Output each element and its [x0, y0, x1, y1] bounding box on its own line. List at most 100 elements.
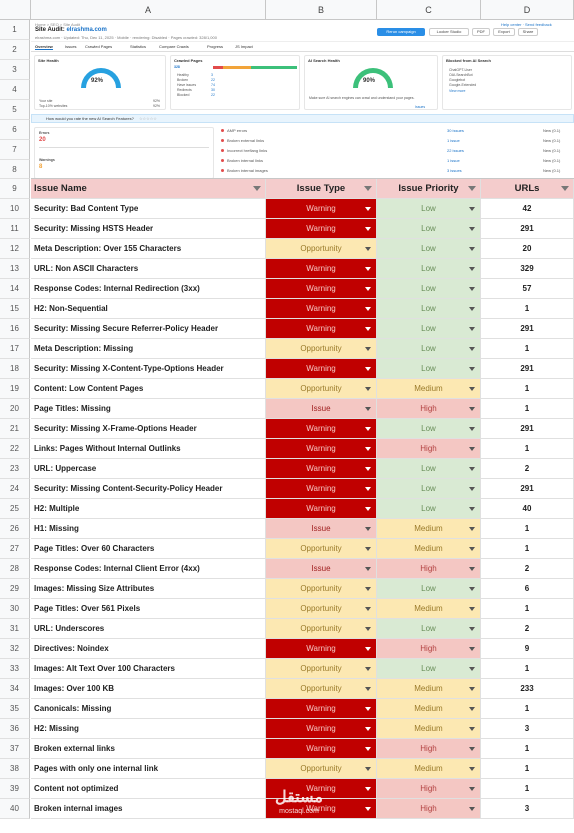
dropdown-arrow-icon[interactable] [469, 507, 475, 511]
urls-count-cell[interactable]: 1 [481, 759, 574, 779]
issue-name-cell[interactable]: Security: Missing Content-Security-Polic… [31, 479, 266, 499]
dropdown-arrow-icon[interactable] [469, 587, 475, 591]
dropdown-arrow-icon[interactable] [469, 427, 475, 431]
issue-type-dropdown[interactable]: Warning [266, 319, 377, 339]
dropdown-arrow-icon[interactable] [469, 227, 475, 231]
issue-priority-dropdown[interactable]: Medium [377, 539, 481, 559]
dropdown-arrow-icon[interactable] [469, 687, 475, 691]
dropdown-arrow-icon[interactable] [469, 327, 475, 331]
row-number[interactable]: 11 [0, 219, 30, 239]
column-header-c[interactable]: C [377, 0, 481, 20]
issue-type-dropdown[interactable]: Warning [266, 299, 377, 319]
issue-name-cell[interactable]: Canonicals: Missing [31, 699, 266, 719]
urls-count-cell[interactable]: 291 [481, 479, 574, 499]
urls-count-cell[interactable]: 3 [481, 799, 574, 819]
issue-type-dropdown[interactable]: Warning [266, 479, 377, 499]
issue-priority-dropdown[interactable]: High [377, 739, 481, 759]
row-number[interactable]: 2 [0, 40, 30, 60]
dropdown-arrow-icon[interactable] [365, 207, 371, 211]
row-number[interactable]: 1 [0, 20, 30, 40]
row-number[interactable]: 26 [0, 519, 30, 539]
dropdown-arrow-icon[interactable] [469, 307, 475, 311]
dropdown-arrow-icon[interactable] [469, 667, 475, 671]
issue-type-dropdown[interactable]: Warning [266, 779, 377, 799]
issue-priority-dropdown[interactable]: Medium [377, 679, 481, 699]
issue-priority-dropdown[interactable]: Low [377, 659, 481, 679]
dropdown-arrow-icon[interactable] [365, 467, 371, 471]
dropdown-arrow-icon[interactable] [365, 227, 371, 231]
column-header-b[interactable]: B [266, 0, 377, 20]
urls-count-cell[interactable]: 1 [481, 399, 574, 419]
row-number[interactable]: 32 [0, 639, 30, 659]
issue-type-dropdown[interactable]: Opportunity [266, 339, 377, 359]
row-number[interactable]: 25 [0, 499, 30, 519]
issue-name-cell[interactable]: Page Titles: Over 561 Pixels [31, 599, 266, 619]
urls-count-cell[interactable]: 6 [481, 579, 574, 599]
issue-priority-dropdown[interactable]: Low [377, 479, 481, 499]
dropdown-arrow-icon[interactable] [469, 487, 475, 491]
issue-priority-dropdown[interactable]: Low [377, 259, 481, 279]
row-number[interactable]: 8 [0, 160, 30, 179]
issue-priority-dropdown[interactable]: Low [377, 459, 481, 479]
issue-type-dropdown[interactable]: Warning [266, 739, 377, 759]
issue-type-dropdown[interactable]: Opportunity [266, 659, 377, 679]
issue-priority-dropdown[interactable]: Low [377, 219, 481, 239]
row-number[interactable]: 39 [0, 779, 30, 799]
row-number[interactable]: 12 [0, 239, 30, 259]
dropdown-arrow-icon[interactable] [469, 787, 475, 791]
dropdown-arrow-icon[interactable] [469, 407, 475, 411]
issue-type-dropdown[interactable]: Opportunity [266, 679, 377, 699]
dropdown-arrow-icon[interactable] [469, 727, 475, 731]
dropdown-arrow-icon[interactable] [365, 247, 371, 251]
dropdown-arrow-icon[interactable] [365, 547, 371, 551]
row-number[interactable]: 3 [0, 60, 30, 80]
issue-priority-dropdown[interactable]: Medium [377, 759, 481, 779]
issue-type-dropdown[interactable]: Opportunity [266, 579, 377, 599]
issue-name-cell[interactable]: H2: Multiple [31, 499, 266, 519]
dropdown-arrow-icon[interactable] [469, 447, 475, 451]
dropdown-arrow-icon[interactable] [365, 507, 371, 511]
issue-type-dropdown[interactable]: Warning [266, 359, 377, 379]
issue-type-dropdown[interactable]: Warning [266, 279, 377, 299]
issue-type-dropdown[interactable]: Opportunity [266, 539, 377, 559]
issue-priority-dropdown[interactable]: High [377, 639, 481, 659]
issue-name-cell[interactable]: URL: Non ASCII Characters [31, 259, 266, 279]
issue-type-dropdown[interactable]: Warning [266, 639, 377, 659]
row-number[interactable]: 13 [0, 259, 30, 279]
dropdown-arrow-icon[interactable] [365, 347, 371, 351]
issue-name-cell[interactable]: Images: Alt Text Over 100 Characters [31, 659, 266, 679]
issue-type-dropdown[interactable]: Warning [266, 699, 377, 719]
row-number[interactable]: 18 [0, 359, 30, 379]
issue-type-dropdown[interactable]: Warning [266, 719, 377, 739]
dropdown-arrow-icon[interactable] [365, 527, 371, 531]
dropdown-arrow-icon[interactable] [365, 807, 371, 811]
issue-type-dropdown[interactable]: Warning [266, 259, 377, 279]
row-number[interactable]: 29 [0, 579, 30, 599]
issue-priority-dropdown[interactable]: Low [377, 419, 481, 439]
dropdown-arrow-icon[interactable] [365, 307, 371, 311]
dropdown-arrow-icon[interactable] [365, 367, 371, 371]
urls-count-cell[interactable]: 1 [481, 519, 574, 539]
urls-count-cell[interactable]: 1 [481, 539, 574, 559]
dropdown-arrow-icon[interactable] [365, 327, 371, 331]
urls-count-cell[interactable]: 291 [481, 219, 574, 239]
issue-name-cell[interactable]: Security: Missing HSTS Header [31, 219, 266, 239]
urls-count-cell[interactable]: 1 [481, 339, 574, 359]
issue-priority-dropdown[interactable]: Low [377, 339, 481, 359]
urls-count-cell[interactable]: 1 [481, 379, 574, 399]
filter-icon[interactable] [561, 186, 569, 191]
dropdown-arrow-icon[interactable] [469, 707, 475, 711]
urls-count-cell[interactable]: 1 [481, 739, 574, 759]
row-number[interactable]: 37 [0, 739, 30, 759]
urls-count-cell[interactable]: 42 [481, 199, 574, 219]
issue-type-dropdown[interactable]: Warning [266, 199, 377, 219]
issue-type-dropdown[interactable]: Warning [266, 219, 377, 239]
column-header-a[interactable]: A [31, 0, 266, 20]
row-number[interactable]: 14 [0, 279, 30, 299]
issue-type-dropdown[interactable]: Opportunity [266, 239, 377, 259]
urls-count-cell[interactable]: 291 [481, 319, 574, 339]
issue-type-dropdown[interactable]: Warning [266, 459, 377, 479]
issue-type-dropdown[interactable]: Opportunity [266, 379, 377, 399]
dropdown-arrow-icon[interactable] [365, 707, 371, 711]
header-issue-priority[interactable]: Issue Priority [377, 179, 481, 199]
